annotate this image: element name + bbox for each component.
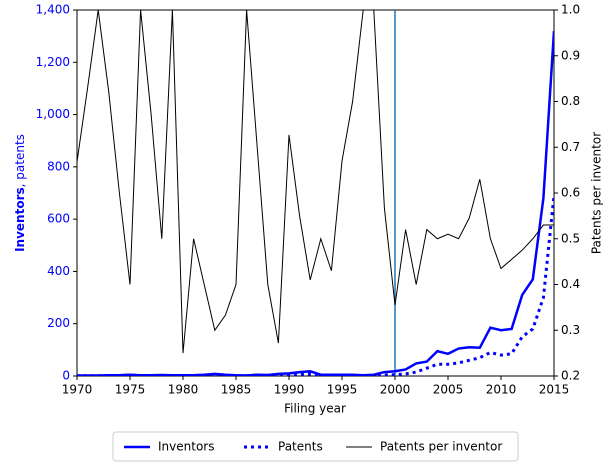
series-line <box>77 195 554 376</box>
x-tick-label: 2010 <box>486 383 517 397</box>
x-tick-label: 1995 <box>327 383 358 397</box>
x-tick-label: 1975 <box>115 383 146 397</box>
y2-tick-label: 0.2 <box>561 369 580 383</box>
y2-tick-label: 0.5 <box>561 231 580 245</box>
x-tick-label: 2015 <box>539 383 570 397</box>
y-tick-label: 1,200 <box>36 55 70 69</box>
y2-tick-label: 0.7 <box>561 140 580 154</box>
x-axis-label: Filing year <box>284 402 346 416</box>
y2-tick-label: 0.9 <box>561 48 580 62</box>
y-tick-label: 0 <box>62 369 70 383</box>
y-tick-label: 200 <box>47 316 70 330</box>
y-tick-label: 800 <box>47 159 70 173</box>
y2-tick-label: 0.4 <box>561 277 580 291</box>
y-axis-label-rest: , patents <box>13 134 27 187</box>
series-line <box>77 10 554 354</box>
x-tick-label: 1990 <box>274 383 305 397</box>
y-tick-label: 1,400 <box>36 3 70 17</box>
y-tick-label: 400 <box>47 264 70 278</box>
y2-tick-label: 0.3 <box>561 323 580 337</box>
y-axis-label: Inventors, patents <box>13 134 27 252</box>
y2-tick-label: 1.0 <box>561 3 580 17</box>
x-tick-label: 1985 <box>221 383 252 397</box>
series-line <box>77 30 554 376</box>
legend-label: Inventors <box>158 440 214 454</box>
x-tick-label: 2000 <box>380 383 411 397</box>
x-tick-label: 1980 <box>168 383 199 397</box>
plot-lines <box>77 10 554 376</box>
x-tick-label: 1970 <box>62 383 93 397</box>
y2-axis-label: Patents per inventor <box>590 132 604 254</box>
x-tick-label: 2005 <box>433 383 464 397</box>
legend-label: Patents <box>278 440 323 454</box>
y2-tick-label: 0.6 <box>561 186 580 200</box>
y2-tick-label: 0.8 <box>561 94 580 108</box>
legend-label: Patents per inventor <box>380 440 502 454</box>
y-axis-label-bold: Inventors <box>13 187 27 252</box>
y-tick-label: 600 <box>47 212 70 226</box>
y-tick-label: 1,000 <box>36 107 70 121</box>
legend-box <box>112 431 519 462</box>
